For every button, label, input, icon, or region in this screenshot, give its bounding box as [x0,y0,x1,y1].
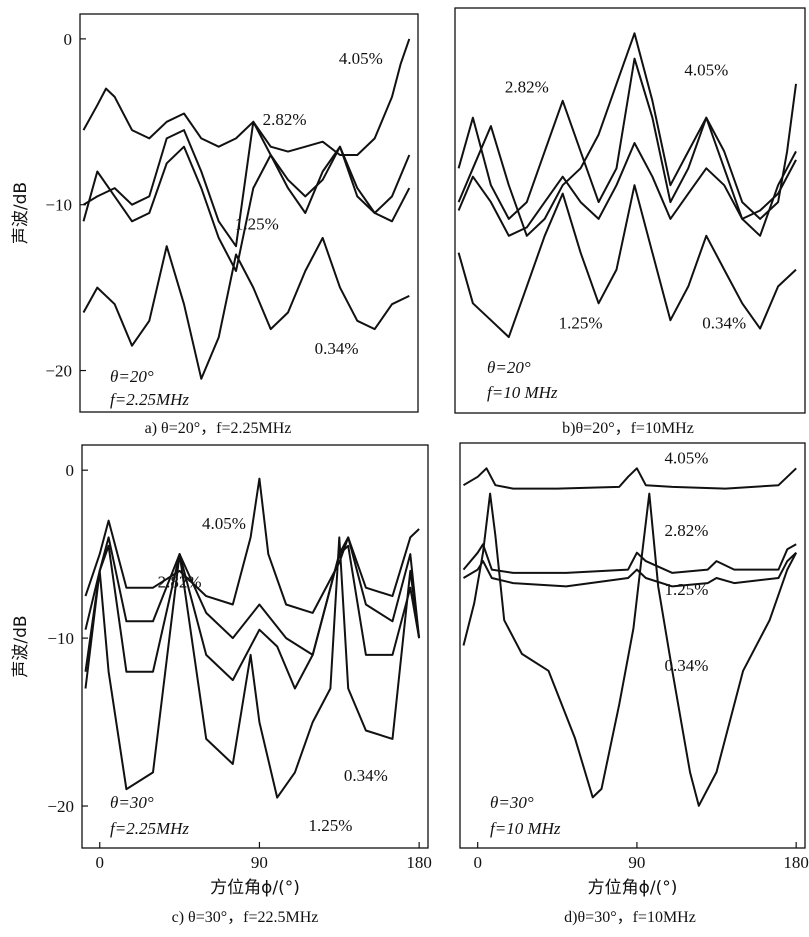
x-tick-label: 90 [628,853,645,872]
x-tick-label: 180 [783,853,809,872]
series-line-4-05pct [457,32,797,237]
series-line-4-05pct [82,38,411,156]
y-tick-label: −20 [45,362,72,381]
series-annotation: 4.05% [684,61,728,80]
series-annotation: 0.34% [702,314,746,333]
series-annotation: 1.25% [665,580,709,599]
panel-note: θ=20° [110,367,154,386]
series-line-2-82pct [462,543,797,574]
x-tick-label: 0 [95,853,104,872]
series-annotation: 4.05% [339,49,383,68]
series-line-0-34pct [462,492,798,807]
plot-frame [459,442,806,849]
panel-d: 0 90 180 4.05% 2.82% 1.25% 0.34% θ=30° f=10 MHz 方… [459,442,809,926]
series-line-2-82pct [82,120,411,248]
panel-note: θ=30° [490,793,534,812]
plot-frame [79,13,419,413]
y-tick-label: −10 [47,629,74,648]
panel-caption: b)θ=20°，f=10MHz [562,420,694,437]
y-tick-label: −10 [45,196,72,215]
panel-c: 0 −10 −20 0 90 180 4.05% 2.82% 0.34% 1.25% θ=30° f=… [11,444,432,926]
series-line-2-82pct [457,57,797,237]
panel-b: 2.82% 4.05% 1.25% 0.34% θ=20° f=10 MHz b)θ=20°… [454,7,806,437]
x-axis-label: 方位角ϕ/(°) [210,878,300,898]
series-annotation: 0.34% [315,339,359,358]
y-tick-label: 0 [64,30,73,49]
x-tick-label: 0 [473,853,482,872]
series-line-1-25pct [84,544,421,690]
panel-caption: c) θ=30°，f=22.5MHz [172,909,319,926]
series-annotation: 1.25% [308,816,352,835]
panel-caption: d)θ=30°，f=10MHz [564,909,696,926]
series-line-0-34pct [84,536,421,799]
x-axis-label: 方位角ϕ/(°) [588,878,678,898]
series-annotation: 2.82% [263,110,307,129]
y-tick-label: −20 [47,797,74,816]
x-tick-label: 90 [251,853,268,872]
series-annotation: 4.05% [665,448,709,467]
series-line-4-05pct [84,477,420,614]
series-annotation: 2.82% [505,77,549,96]
series-line-1-25pct [457,142,797,237]
series-annotation: 4.05% [202,514,246,533]
panel-note: f=2.25MHz [110,819,189,838]
series-line-1-25pct [462,551,797,588]
panel-a: 0 −10 −20 4.05% 2.82% 1.25% 0.34% θ=20° f=2.25MH… [11,13,419,437]
panel-note: f=10 MHz [490,819,561,838]
panel-caption: a) θ=20°，f=2.25MHz [145,420,292,437]
series-line-4-05pct [462,467,797,490]
plot-frame [454,7,806,414]
series-annotation: 0.34% [665,656,709,675]
y-tick-label: 0 [66,461,75,480]
series-annotation: 1.25% [559,314,603,333]
plot-frame [81,444,429,849]
y-axis-label: 声波/dB [11,182,31,244]
panel-note: f=2.25MHz [110,390,189,409]
series-annotation: 1.25% [235,215,279,234]
series-line-2-82pct [84,536,421,656]
series-line-0-34pct [457,184,797,339]
series-line-1-25pct [82,145,411,272]
series-annotation: 2.82% [665,521,709,540]
panel-note: f=10 MHz [487,383,558,402]
panel-note: θ=30° [110,793,154,812]
y-axis-label: 声波/dB [11,615,31,677]
panel-note: θ=20° [487,358,531,377]
series-annotation: 0.34% [344,766,388,785]
x-tick-label: 180 [406,853,432,872]
series-annotation: 2.82% [158,573,202,592]
series-line-0-34pct [82,236,410,380]
